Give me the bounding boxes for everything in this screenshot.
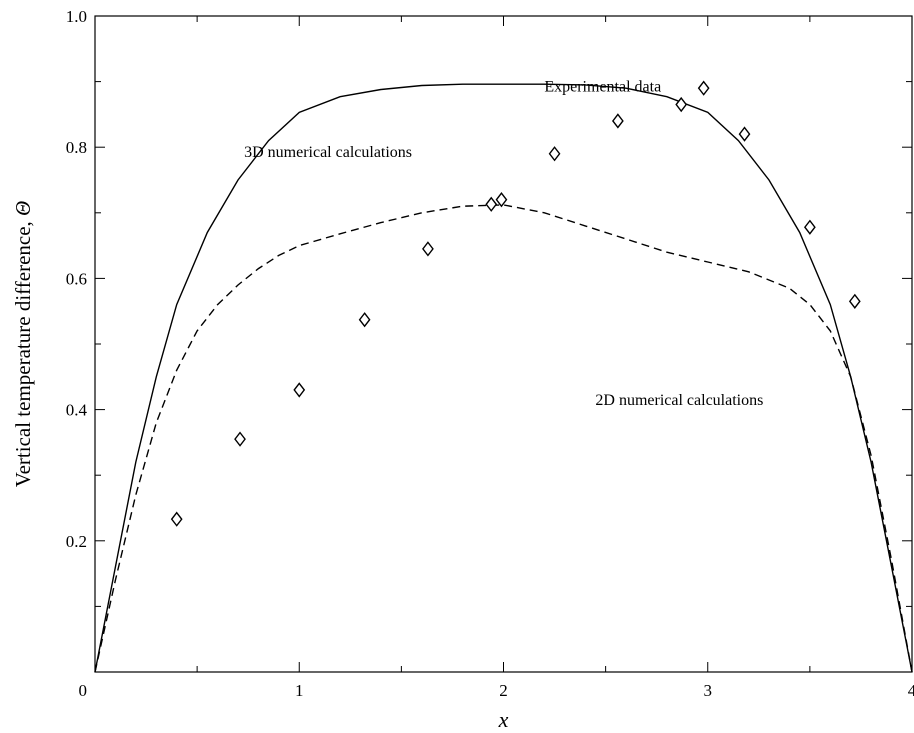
experimental-data-point: [495, 192, 508, 208]
experimental-data-point: [485, 196, 498, 212]
annotation-label: Experimental data: [544, 78, 661, 95]
x-tick-label: 3: [704, 681, 713, 700]
y-tick-label: 0.8: [66, 138, 87, 157]
experimental-data-point: [293, 382, 306, 398]
experimental-data-point: [234, 431, 246, 447]
plot-border: [94, 15, 913, 673]
x-axis-title: x: [498, 707, 509, 732]
experimental-data-point: [611, 113, 624, 129]
y-tick-label: 0.4: [66, 401, 88, 420]
experimental-data-point: [738, 126, 751, 142]
experimental-data-point: [170, 511, 183, 527]
annotation-label: 3D numerical calculations: [244, 144, 412, 161]
experimental-data-point: [803, 219, 816, 235]
x-tick-label: 2: [499, 681, 508, 700]
y-tick-label: 1.0: [66, 7, 87, 26]
y-tick-label: 0.2: [66, 532, 87, 551]
origin-label: 0: [79, 681, 88, 700]
y-axis-title-symbol: Θ: [11, 201, 35, 216]
y-axis-title: Vertical temperature difference, Θ: [11, 201, 35, 487]
tick-labels: 1 2 3 4 0.2 0.4 0.6 0.8 1.0 0: [66, 7, 914, 700]
y-axis-title-text: Vertical temperature difference,: [11, 216, 35, 487]
x-tick-label: 4: [908, 681, 914, 700]
experimental-data-point: [675, 96, 688, 113]
series-layer: [94, 80, 913, 673]
axis-ticks: [94, 15, 913, 672]
experimental-data-point: [548, 146, 561, 162]
experimental-data-point: [358, 312, 371, 328]
experimental-data-point: [848, 293, 861, 310]
x-tick-label: 1: [295, 681, 304, 700]
annotation-label: 2D numerical calculations: [595, 392, 763, 409]
experimental-data-point: [697, 80, 710, 96]
annotations: Experimental data 3D numerical calculatio…: [244, 78, 763, 409]
y-tick-label: 0.6: [66, 269, 87, 288]
experimental-data-point: [422, 241, 434, 257]
series-2d-dashed-line: [94, 204, 913, 673]
series-3d-solid-line: [94, 83, 913, 673]
plot-frame: [94, 15, 913, 673]
